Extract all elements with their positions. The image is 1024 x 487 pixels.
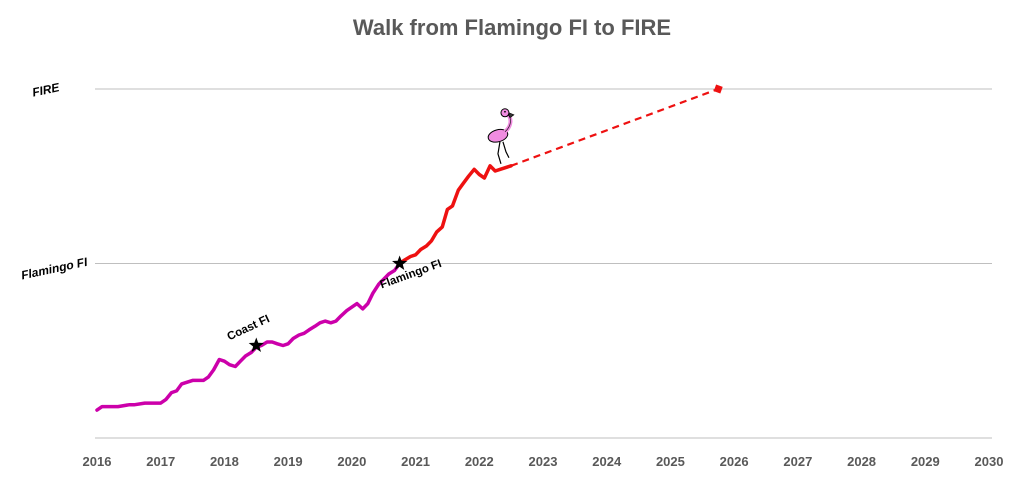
x-tick-label: 2026 bbox=[720, 454, 749, 469]
x-tick-label: 2019 bbox=[274, 454, 303, 469]
x-tick-label: 2022 bbox=[465, 454, 494, 469]
x-tick-label: 2023 bbox=[529, 454, 558, 469]
annotation-label-coast-fi: Coast FI bbox=[225, 313, 271, 343]
x-tick-label: 2021 bbox=[401, 454, 430, 469]
flamingo-icon bbox=[487, 108, 515, 164]
y-label-flamingo-fi: Flamingo FI bbox=[20, 255, 89, 283]
x-tick-label: 2029 bbox=[911, 454, 940, 469]
fire-target-marker bbox=[713, 84, 723, 94]
x-tick-label: 2028 bbox=[847, 454, 876, 469]
star-marker-flamingo-fi bbox=[392, 255, 408, 270]
chart-title: Walk from Flamingo FI to FIRE bbox=[353, 15, 671, 40]
x-tick-label: 2027 bbox=[783, 454, 812, 469]
x-tick-label: 2020 bbox=[337, 454, 366, 469]
series-line-3 bbox=[510, 87, 719, 167]
x-tick-label: 2017 bbox=[146, 454, 175, 469]
series-line-1 bbox=[95, 261, 402, 412]
x-tick-label: 2016 bbox=[83, 454, 112, 469]
x-tick-label: 2018 bbox=[210, 454, 239, 469]
x-tick-label: 2024 bbox=[592, 454, 622, 469]
star-marker-coast-fi bbox=[248, 337, 264, 352]
x-tick-label: 2025 bbox=[656, 454, 685, 469]
x-tick-label: 2030 bbox=[975, 454, 1004, 469]
y-label-fire: FIRE bbox=[31, 80, 62, 100]
series-line-2 bbox=[397, 164, 513, 266]
